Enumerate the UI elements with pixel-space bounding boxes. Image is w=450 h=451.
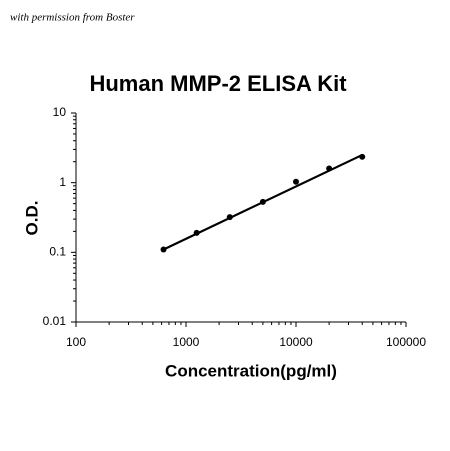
y-tick-label: 1 — [59, 175, 66, 189]
fit-line — [163, 153, 363, 251]
y-tick-label: 0.1 — [49, 245, 66, 259]
y-tick-label: 0.01 — [43, 314, 67, 328]
y-tick-label: 10 — [53, 105, 67, 119]
y-axis-label: O.D. — [22, 201, 41, 236]
x-tick-label: 100000 — [386, 335, 426, 349]
x-tick-label: 10000 — [279, 335, 313, 349]
x-tick-label: 100 — [66, 335, 86, 349]
x-axis-label: Concentration(pg/ml) — [165, 361, 337, 380]
data-point — [293, 178, 299, 185]
x-tick-label: 1000 — [173, 335, 200, 349]
permission-note: with permission from Boster — [10, 12, 135, 24]
chart-title: Human MMP-2 ELISA Kit — [89, 71, 347, 96]
